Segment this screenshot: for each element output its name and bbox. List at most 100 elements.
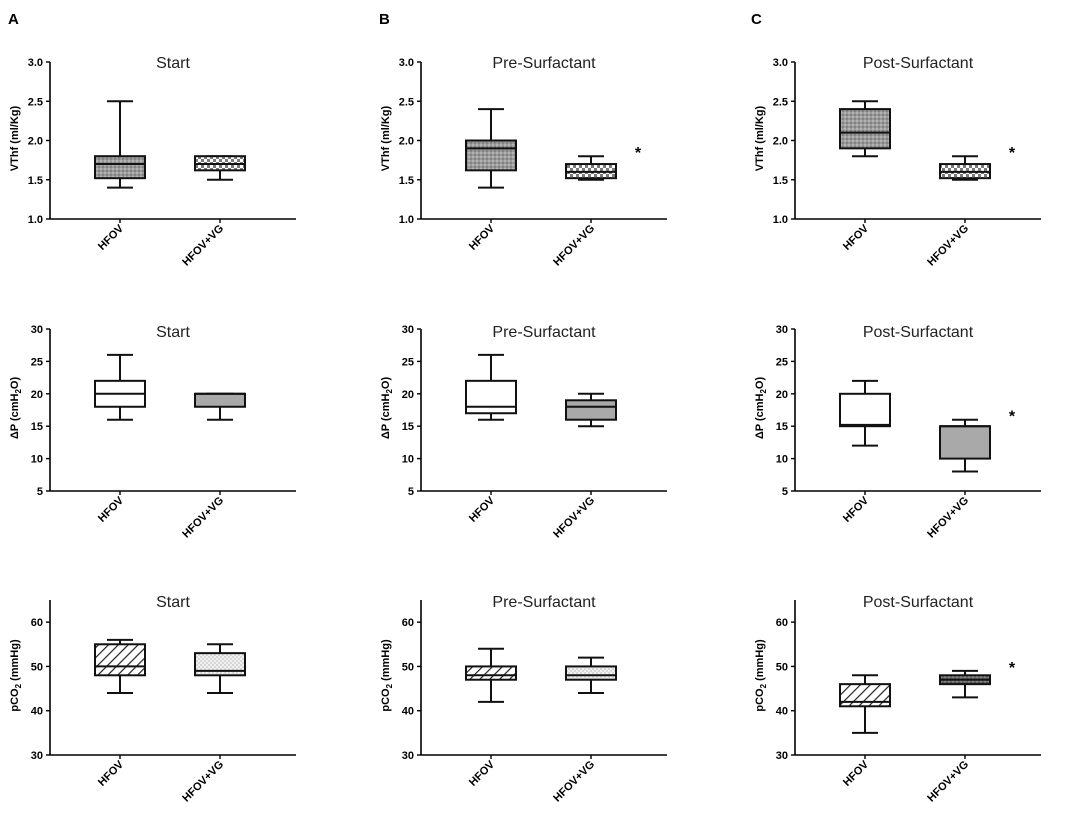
chart-title: Pre-Surfactant — [492, 594, 596, 611]
y-tick-label: 3.0 — [28, 57, 43, 69]
y-tick-label: 30 — [402, 750, 414, 762]
panel-letter-c: C — [751, 11, 762, 28]
box-hfov-vg: HFOV+VG — [925, 669, 991, 805]
chart-b1: Pre-Surfactant 1.0 1.5 2.0 2.5 3.0 VThf (ml/Kg… — [380, 55, 667, 269]
box-hfov-vg: HFOV+VG — [180, 392, 246, 541]
y-tick-label: 25 — [31, 356, 43, 368]
panel-letter-b: B — [379, 11, 390, 28]
iqr-box — [939, 425, 991, 460]
y-tick-label: 20 — [31, 389, 43, 401]
x-category-label: HFOV+VG — [551, 495, 597, 541]
y-tick-label: 30 — [31, 324, 43, 336]
y-axis-title: ΔP (cmH2O) — [380, 377, 394, 440]
x-category-label: HFOV — [96, 758, 127, 789]
significance-asterisk: * — [1009, 660, 1016, 677]
y-tick-label: 5 — [37, 486, 43, 498]
y-tick-label: 15 — [402, 421, 414, 433]
x-category-label: HFOV+VG — [180, 223, 226, 269]
x-category-label: HFOV — [467, 222, 498, 253]
significance-asterisk: * — [635, 145, 642, 162]
iqr-box — [839, 108, 891, 150]
chart-a3: Start 30 40 50 60 pCO2 (mmHg) HFOV HFOV+VG — [9, 594, 296, 805]
chart-title: Start — [156, 55, 190, 72]
chart-title: Post-Surfactant — [863, 324, 974, 341]
y-tick-label: 2.0 — [773, 136, 788, 148]
y-tick-label: 30 — [776, 750, 788, 762]
y-tick-label: 40 — [402, 706, 414, 718]
y-tick-label: 2.5 — [773, 96, 788, 108]
chart-b3: Pre-Surfactant 30 40 50 60 pCO2 (mmHg) HFOV HFO… — [380, 594, 667, 805]
chart-title: Post-Surfactant — [863, 594, 974, 611]
y-tick-label: 50 — [402, 661, 414, 673]
significance-asterisk: * — [1009, 409, 1016, 426]
box-hfov-vg: HFOV+VG — [180, 643, 246, 805]
y-tick-label: 15 — [776, 421, 788, 433]
box-hfov: HFOV — [839, 100, 891, 253]
box-hfov: HFOV — [94, 638, 146, 789]
y-tick-label: 5 — [782, 486, 788, 498]
x-category-label: HFOV+VG — [925, 223, 971, 269]
y-tick-label: 10 — [31, 454, 43, 466]
box-hfov: HFOV — [839, 379, 891, 525]
x-category-label: HFOV+VG — [925, 495, 971, 541]
iqr-box — [465, 665, 517, 681]
iqr-box — [565, 399, 617, 421]
y-tick-label: 1.5 — [773, 175, 788, 187]
box-hfov: HFOV — [465, 353, 517, 525]
x-category-label: HFOV+VG — [180, 495, 226, 541]
y-tick-label: 2.0 — [28, 136, 43, 148]
y-tick-label: 2.5 — [28, 96, 43, 108]
y-tick-label: 25 — [402, 356, 414, 368]
y-tick-label: 30 — [402, 324, 414, 336]
y-tick-label: 1.0 — [773, 214, 788, 226]
y-axis-title: VThf (ml/Kg) — [754, 105, 766, 171]
iqr-box — [839, 392, 891, 428]
y-tick-label: 60 — [776, 617, 788, 629]
y-tick-label: 25 — [776, 356, 788, 368]
y-axis-title: VThf (ml/Kg) — [9, 105, 21, 171]
y-axis-title: VThf (ml/Kg) — [380, 105, 392, 171]
iqr-box — [94, 643, 146, 677]
box-hfov: HFOV — [465, 108, 517, 253]
box-hfov-vg: HFOV+VG — [551, 656, 617, 805]
significance-asterisk: * — [1009, 145, 1016, 162]
chart-title: Pre-Surfactant — [492, 55, 596, 72]
plots-layer: Start 1.0 1.5 2.0 2.5 3.0 VThf (ml/Kg) HFOV HFOV… — [9, 55, 1041, 805]
box-hfov: HFOV — [465, 647, 517, 789]
y-axis-title: pCO2 (mmHg) — [380, 639, 394, 712]
x-category-label: HFOV — [841, 494, 872, 525]
box-hfov: HFOV — [94, 353, 146, 525]
y-tick-label: 10 — [402, 454, 414, 466]
x-category-label: HFOV+VG — [551, 223, 597, 269]
y-tick-label: 50 — [31, 661, 43, 673]
y-tick-label: 50 — [776, 661, 788, 673]
box-hfov: HFOV — [94, 100, 146, 253]
chart-b2: Pre-Surfactant 5 10 15 20 25 30 ΔP (cmH2O) HFOV H… — [380, 324, 667, 541]
x-category-label: HFOV — [467, 758, 498, 789]
box-hfov-vg: HFOV+VG — [551, 392, 617, 541]
box-hfov-vg: HFOV+VG — [925, 155, 991, 269]
chart-a2: Start 5 10 15 20 25 30 ΔP (cmH2O) HFOV HFOV+VG — [9, 324, 296, 541]
chart-a1: Start 1.0 1.5 2.0 2.5 3.0 VThf (ml/Kg) HFOV HFOV… — [9, 55, 296, 269]
y-tick-label: 20 — [776, 389, 788, 401]
y-tick-label: 30 — [776, 324, 788, 336]
y-tick-label: 20 — [402, 389, 414, 401]
y-axis-title: ΔP (cmH2O) — [9, 377, 23, 440]
y-tick-label: 2.5 — [399, 96, 414, 108]
y-tick-label: 1.0 — [399, 214, 414, 226]
x-category-label: HFOV — [841, 222, 872, 253]
y-tick-label: 3.0 — [399, 57, 414, 69]
iqr-box — [839, 683, 891, 708]
y-tick-label: 1.0 — [28, 214, 43, 226]
y-tick-label: 60 — [31, 617, 43, 629]
chart-title: Pre-Surfactant — [492, 324, 596, 341]
chart-c1: Post-Surfactant 1.0 1.5 2.0 2.5 3.0 VThf (ml/K… — [754, 55, 1041, 269]
iqr-box — [465, 139, 517, 172]
y-tick-label: 10 — [776, 454, 788, 466]
x-category-label: HFOV+VG — [925, 759, 971, 805]
y-tick-label: 15 — [31, 421, 43, 433]
box-hfov: HFOV — [839, 674, 891, 789]
x-category-label: HFOV — [841, 758, 872, 789]
box-hfov-vg: HFOV+VG — [551, 155, 617, 269]
y-tick-label: 40 — [776, 706, 788, 718]
